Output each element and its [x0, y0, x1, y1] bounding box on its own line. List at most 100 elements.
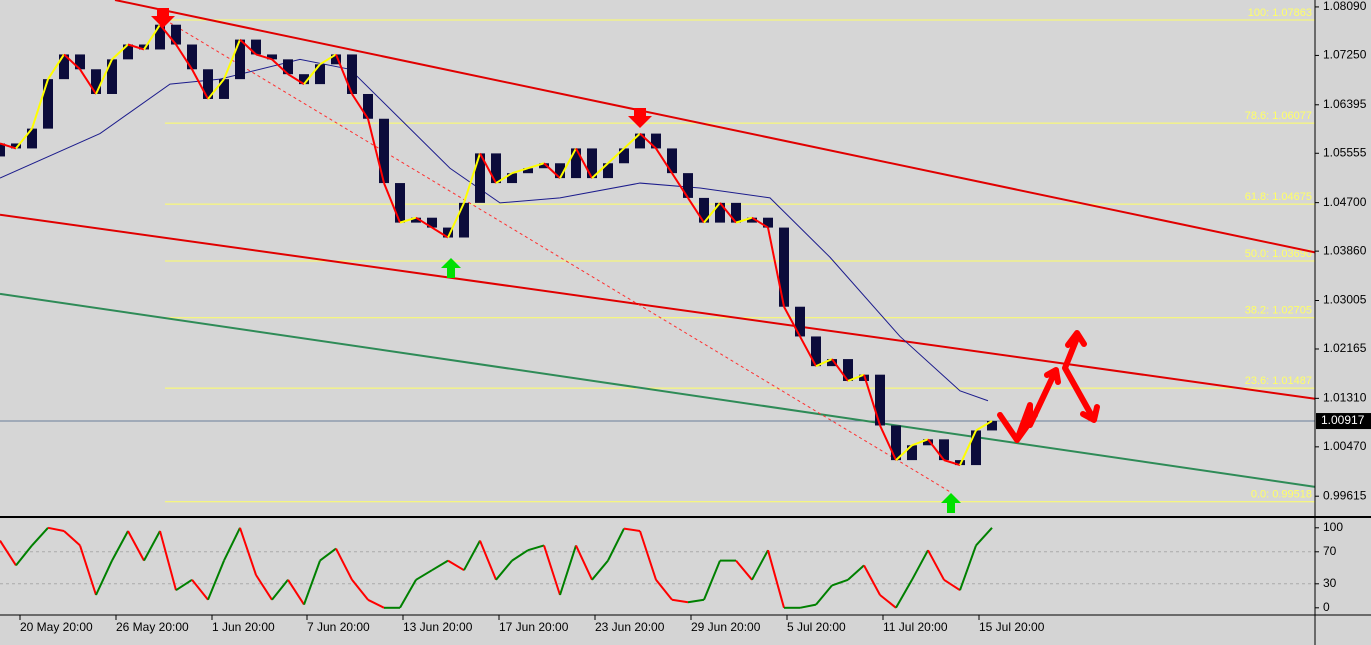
oscillator-segment — [559, 545, 577, 596]
oscillator-segment — [751, 549, 769, 581]
oscillator-segment — [799, 603, 817, 609]
candle-body — [187, 44, 197, 70]
close-line — [447, 202, 465, 238]
candle-body — [731, 202, 741, 223]
oscillator-segment — [431, 559, 449, 572]
oscillator-segment — [399, 579, 417, 609]
candle-body — [155, 24, 165, 50]
oscillator-segment — [335, 548, 353, 581]
y-tick-label: 1.04700 — [1323, 195, 1367, 209]
candle-body — [123, 44, 133, 60]
close-line — [751, 216, 769, 229]
close-line — [975, 420, 993, 432]
oscillator-segment — [31, 527, 49, 547]
close-line — [687, 197, 705, 224]
close-line — [159, 24, 177, 46]
close-line — [959, 430, 977, 466]
candle-body — [795, 306, 805, 337]
close-line — [335, 54, 353, 95]
close-line — [671, 172, 689, 199]
close-line — [831, 358, 849, 382]
oscillator-tick-label: 100 — [1323, 520, 1343, 534]
oscillator-segment — [815, 584, 833, 606]
trendline — [0, 213, 1316, 400]
forecast-arrows — [997, 330, 1100, 443]
close-line — [143, 24, 161, 51]
close-line — [543, 162, 561, 179]
x-tick-label: 23 Jun 20:00 — [595, 620, 665, 634]
oscillator-tick-label: 70 — [1323, 544, 1337, 558]
candle-body — [939, 439, 949, 461]
oscillator-segment — [111, 530, 129, 562]
sell-arrow — [151, 8, 175, 28]
close-line — [399, 216, 417, 224]
y-tick-label: 1.02165 — [1323, 341, 1367, 355]
close-line — [255, 53, 273, 61]
buy-arrow — [441, 258, 461, 278]
oscillator-segment — [367, 598, 385, 609]
close-line — [799, 335, 817, 367]
y-tick-label: 0.99615 — [1323, 488, 1367, 502]
oscillator-segment — [95, 560, 113, 596]
close-line — [815, 358, 833, 368]
candle-body — [891, 425, 901, 461]
x-tick-label: 15 Jul 20:00 — [979, 620, 1045, 634]
close-line — [223, 39, 241, 80]
close-line — [207, 78, 225, 100]
candle-body — [251, 39, 261, 55]
close-line — [943, 459, 961, 467]
close-line — [463, 153, 481, 204]
oscillator-segment — [415, 569, 433, 581]
close-line — [735, 216, 753, 224]
candle-body — [827, 359, 837, 367]
candle-body — [235, 39, 245, 80]
candle-body — [523, 168, 533, 174]
oscillator-segment — [831, 578, 849, 587]
candle-body — [299, 74, 309, 85]
close-line — [655, 147, 673, 174]
x-tick-label: 11 Jul 20:00 — [883, 620, 948, 634]
close-line — [879, 425, 897, 461]
close-line — [271, 58, 289, 75]
close-line — [783, 306, 801, 337]
oscillator-panel — [0, 519, 1315, 615]
candle-body — [459, 202, 469, 238]
current-price-box — [1316, 413, 1371, 430]
x-tick-label: 7 Jun 20:00 — [307, 620, 370, 634]
close-line — [175, 43, 193, 70]
close-line — [63, 53, 81, 71]
x-tick-label: 13 Jun 20:00 — [403, 620, 473, 634]
oscillator-segment — [351, 579, 369, 601]
fib-label: 38.2: 1.02705 — [1245, 305, 1312, 317]
oscillator-segment — [703, 560, 721, 601]
oscillator-segment — [655, 579, 673, 601]
candle-body — [107, 59, 117, 94]
fib-label: 23.6: 1.01487 — [1245, 375, 1312, 387]
close-line — [431, 226, 449, 239]
candle-body — [555, 163, 565, 179]
oscillator-segment — [47, 526, 65, 532]
candle-body — [203, 69, 213, 99]
oscillator-segment — [303, 560, 321, 605]
close-line — [703, 202, 721, 224]
trendline — [164, 19, 951, 493]
oscillator-segment — [63, 530, 81, 547]
close-line — [479, 152, 497, 184]
close-line — [287, 73, 305, 85]
close-line — [607, 147, 625, 164]
oscillator-segment — [895, 579, 913, 609]
candle-body — [219, 79, 229, 99]
close-line — [111, 43, 129, 61]
y-tick-label: 1.06395 — [1323, 97, 1367, 111]
close-line — [911, 438, 929, 447]
candle-body — [715, 202, 725, 223]
candle-body — [571, 148, 581, 179]
oscillator-segment — [15, 544, 33, 567]
oscillator-segment — [879, 594, 897, 609]
candle-body — [443, 227, 453, 238]
close-line — [719, 202, 737, 224]
candle-body — [763, 217, 773, 228]
close-line — [79, 68, 97, 95]
candle-body — [43, 79, 53, 129]
